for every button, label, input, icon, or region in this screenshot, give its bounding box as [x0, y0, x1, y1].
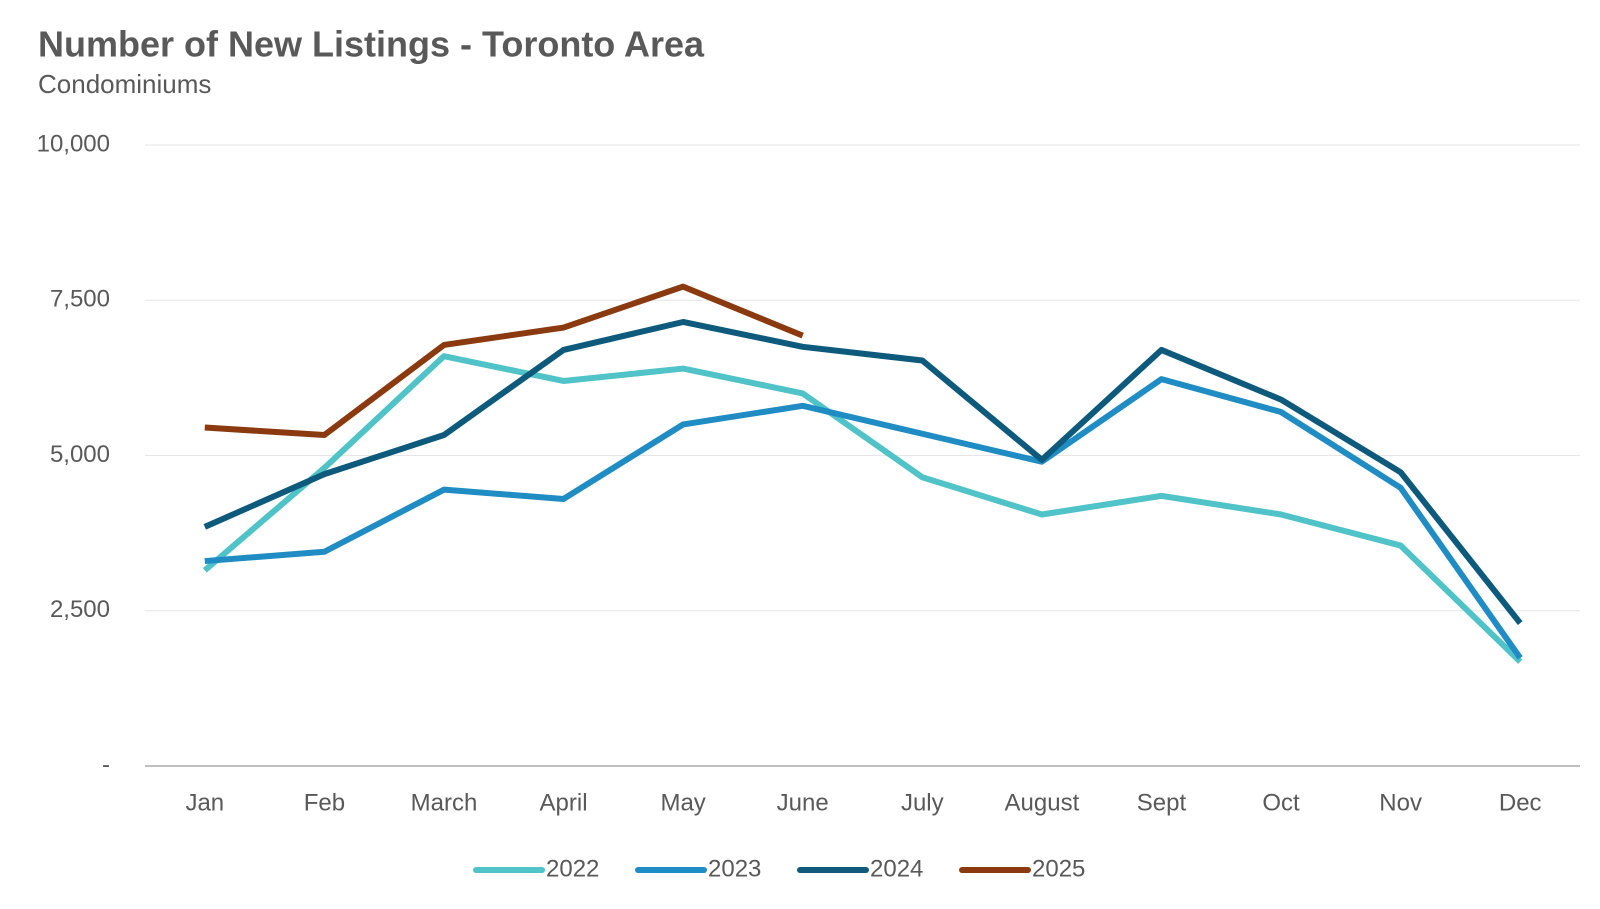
series-line — [204, 283, 804, 439]
y-tick-label: 10,000 — [37, 130, 110, 157]
x-tick-label: Nov — [1379, 789, 1422, 816]
x-tick-label: Jan — [185, 789, 224, 816]
x-tick-label: June — [777, 789, 829, 816]
series-line — [202, 353, 1523, 664]
chart-title: Number of New Listings - Toronto Area — [38, 24, 705, 65]
x-tick-label: Dec — [1499, 789, 1542, 816]
y-tick-label: 5,000 — [50, 441, 110, 468]
x-tick-label: March — [411, 789, 478, 816]
y-tick-label: 2,500 — [50, 596, 110, 623]
legend-label: 2023 — [708, 855, 761, 882]
x-tick-label: May — [660, 789, 705, 816]
legend-label: 2024 — [870, 855, 923, 882]
legend-label: 2025 — [1032, 855, 1085, 882]
x-tick-label: August — [1005, 789, 1080, 816]
x-tick-label: Oct — [1262, 789, 1300, 816]
series-line — [203, 318, 1523, 626]
legend-label: 2022 — [546, 855, 599, 882]
x-tick-label: Feb — [304, 789, 345, 816]
y-tick-label: - — [102, 751, 110, 778]
x-tick-label: Sept — [1137, 789, 1187, 816]
x-tick-label: July — [901, 789, 944, 816]
chart-subtitle: Condominiums — [38, 69, 211, 99]
x-tick-label: April — [540, 789, 588, 816]
series-line — [204, 376, 1523, 660]
y-tick-label: 7,500 — [50, 286, 110, 313]
